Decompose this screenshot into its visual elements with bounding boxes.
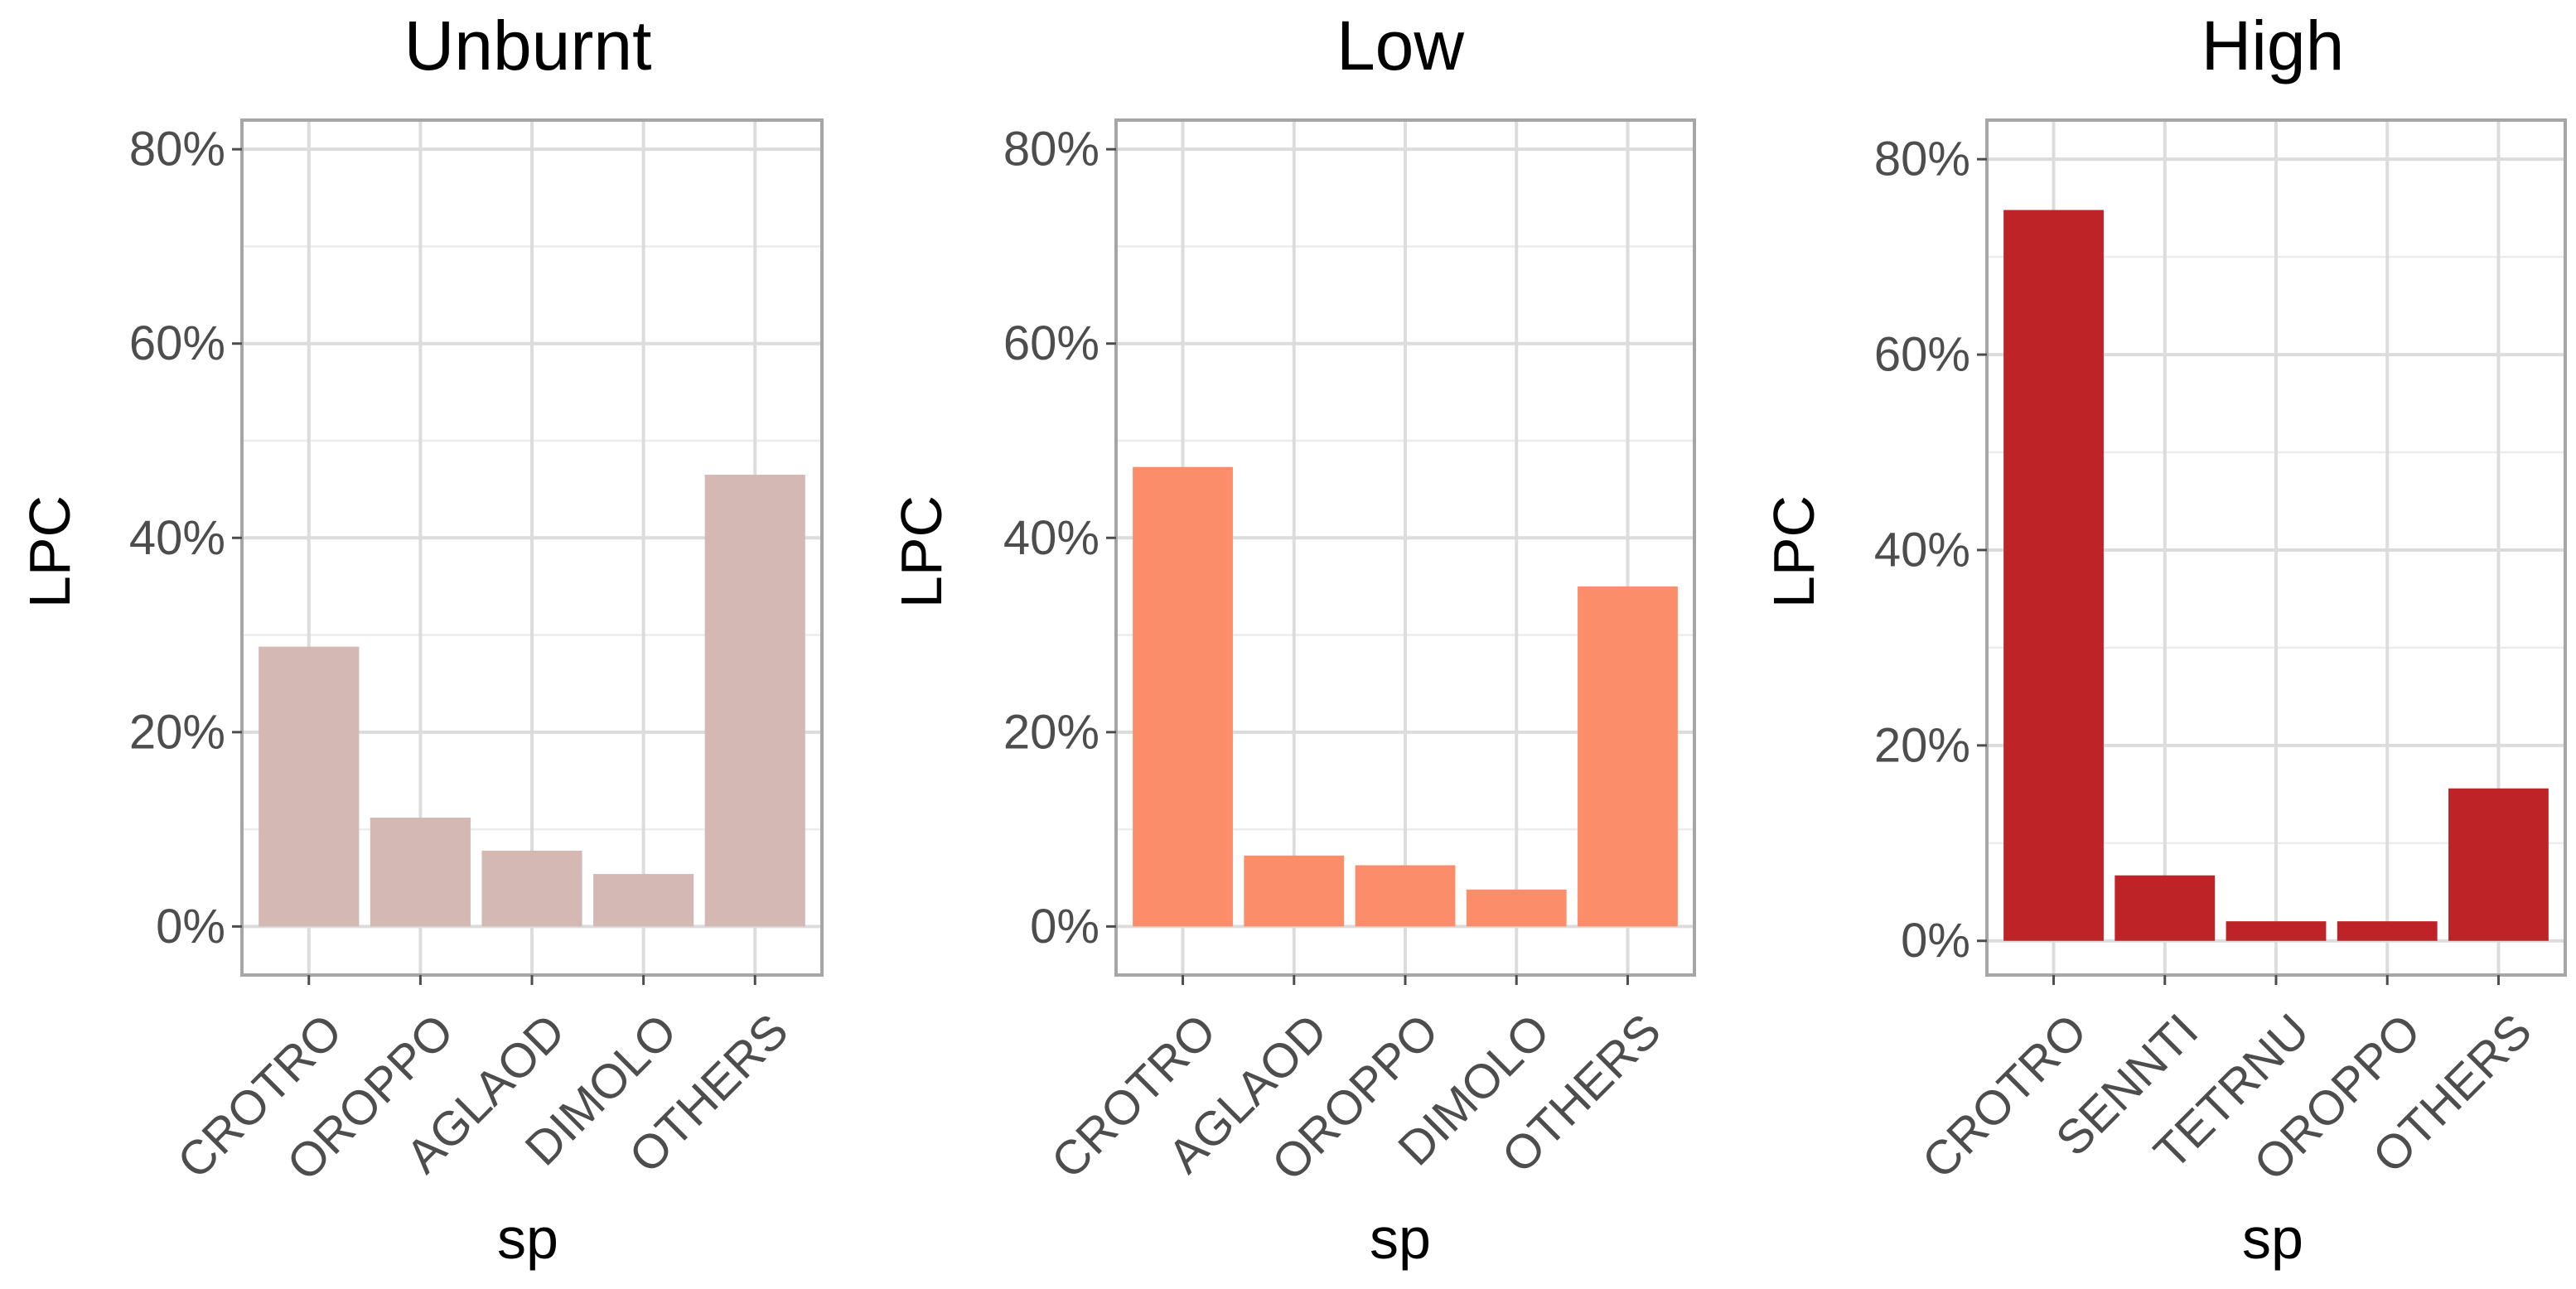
y-tick-label: 40% <box>1003 511 1100 565</box>
bar-others <box>2448 788 2549 941</box>
panel-unburnt: 0%20%40%60%80%CROTROOROPPOAGLAODDIMOLOOT… <box>17 7 824 1271</box>
panel-title: High <box>2201 7 2345 84</box>
panel-high: 0%20%40%60%80%CROTROSENNTITETRNUOROPPOOT… <box>1762 7 2567 1271</box>
x-tick-label-crotro: CROTRO <box>1911 1004 2097 1190</box>
y-tick-label: 80% <box>129 123 225 176</box>
y-tick-label: 40% <box>1874 523 1970 577</box>
bar-sennti <box>2114 875 2216 941</box>
y-tick-label: 20% <box>129 705 225 759</box>
bar-crotro <box>1133 466 1233 927</box>
y-axis-title: LPC <box>17 495 82 608</box>
y-tick-label: 0% <box>1901 914 1970 968</box>
y-tick-label: 20% <box>1003 705 1100 759</box>
y-tick-label: 60% <box>129 316 225 370</box>
y-axis-title: LPC <box>1762 495 1826 608</box>
panel-title: Low <box>1336 7 1464 84</box>
bar-oroppo <box>370 818 471 927</box>
y-tick-label: 40% <box>129 511 225 565</box>
bar-crotro <box>2003 210 2104 941</box>
bar-others <box>704 475 805 927</box>
x-axis-title: sp <box>2242 1206 2303 1271</box>
bar-aglaod <box>481 850 582 927</box>
y-tick-label: 0% <box>156 900 225 953</box>
y-tick-label: 80% <box>1003 123 1100 176</box>
x-axis-title: sp <box>497 1206 558 1271</box>
bar-crotro <box>259 646 360 927</box>
panel-title: Unburnt <box>404 7 652 84</box>
bar-oroppo <box>1355 865 1456 927</box>
y-tick-label: 20% <box>1874 718 1970 772</box>
y-tick-label: 60% <box>1874 328 1970 382</box>
y-tick-label: 80% <box>1874 133 1970 186</box>
y-tick-label: 0% <box>1030 900 1100 953</box>
y-axis-title: LPC <box>889 495 954 608</box>
bar-others <box>1578 586 1678 927</box>
bar-dimolo <box>1466 889 1567 927</box>
bar-tetrnu <box>2226 921 2327 941</box>
x-axis-title: sp <box>1370 1206 1431 1271</box>
bar-oroppo <box>2337 921 2438 941</box>
bar-dimolo <box>593 874 694 927</box>
y-tick-label: 60% <box>1003 316 1100 370</box>
bar-aglaod <box>1244 855 1345 927</box>
panel-low: 0%20%40%60%80%CROTROAGLAODOROPPODIMOLOOT… <box>889 7 1696 1271</box>
